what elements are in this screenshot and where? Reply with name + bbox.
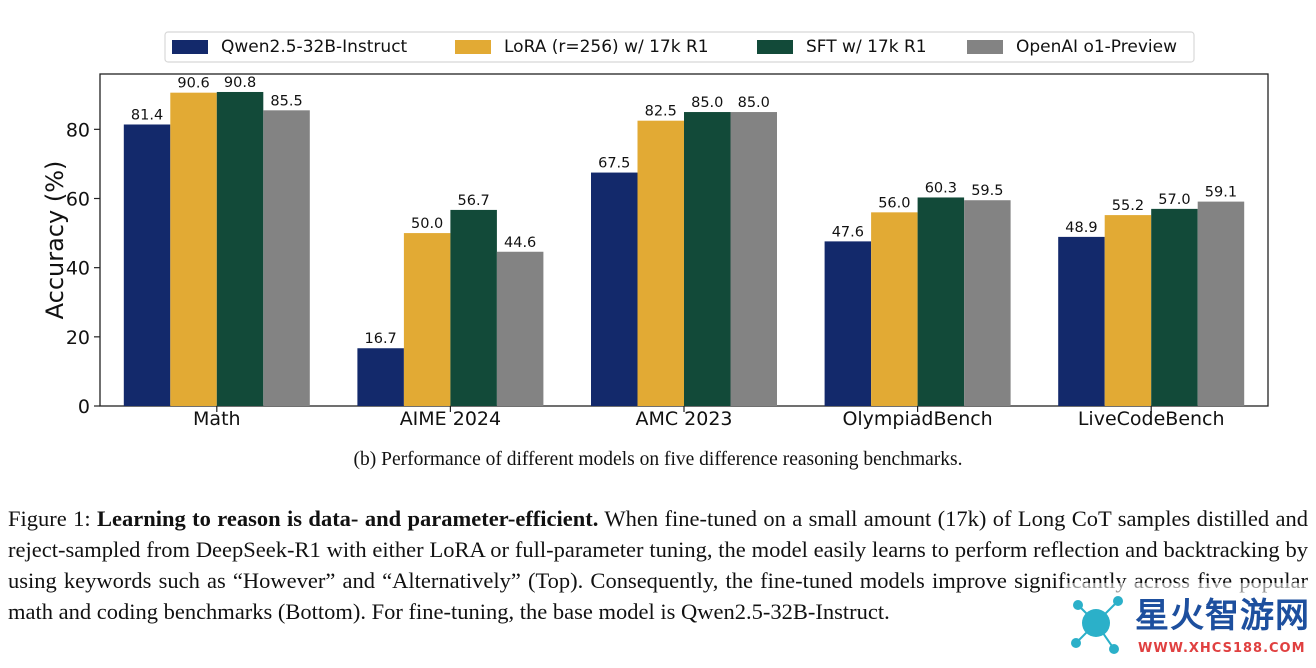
- bar: [123, 124, 171, 406]
- bar: [1104, 215, 1152, 406]
- legend-swatch: [172, 40, 208, 54]
- bar: [1151, 208, 1198, 406]
- x-tick-label: OlympiadBench: [842, 408, 992, 430]
- legend-swatch: [967, 40, 1003, 54]
- data-label: 85.0: [738, 95, 770, 111]
- figure-label: Figure 1:: [8, 506, 91, 531]
- watermark-url: WWW.XHCS188.COM: [1138, 641, 1306, 656]
- bar: [637, 120, 684, 406]
- legend-swatch: [757, 40, 793, 54]
- data-label: 16.7: [365, 331, 397, 347]
- x-tick-label: LiveCodeBench: [1078, 408, 1225, 430]
- figure-caption-bold: Learning to reason is data- and paramete…: [97, 506, 599, 531]
- bar-chart: Qwen2.5-32B-Instruct LoRA (r=256) w/ 17k …: [41, 31, 1269, 430]
- data-label: 81.4: [131, 107, 163, 123]
- legend-swatch: [455, 40, 491, 54]
- bar: [216, 91, 264, 406]
- bar: [496, 251, 544, 406]
- bar: [871, 212, 918, 406]
- legend-label: OpenAI o1-Preview: [1016, 37, 1177, 57]
- y-tick-label: 80: [66, 119, 90, 141]
- data-label: 47.6: [832, 224, 864, 240]
- watermark-logo-icon: [1071, 596, 1123, 654]
- y-tick-label: 40: [66, 258, 90, 280]
- bar: [917, 197, 965, 406]
- bar: [964, 200, 1011, 406]
- bar: [450, 209, 497, 406]
- data-labels-group: 81.4 90.6 90.8 85.5 16.7 50.0 56.7 44.6 67.5 82.5…: [131, 75, 1237, 347]
- x-tick-label: AIME 2024: [400, 408, 501, 430]
- bar: [1197, 201, 1245, 406]
- data-label: 55.2: [1112, 198, 1144, 214]
- data-label: 44.6: [504, 235, 536, 251]
- bar: [263, 110, 310, 406]
- data-label: 56.0: [878, 195, 910, 211]
- bar: [1058, 236, 1105, 406]
- bar: [824, 241, 872, 406]
- data-label: 56.7: [458, 193, 490, 209]
- data-label: 59.5: [971, 183, 1003, 199]
- data-label: 85.0: [691, 95, 723, 111]
- x-tick-label: Math: [193, 408, 241, 430]
- data-label: 90.6: [177, 76, 209, 92]
- data-label: 85.5: [270, 93, 302, 109]
- watermark-text: 星火智游网: [1135, 596, 1310, 636]
- data-label: 59.1: [1205, 185, 1237, 201]
- axes: 0 20 40 60 80 Math AIME 2024 AMC 2023 OlympiadBe…: [66, 73, 1269, 430]
- legend-label: LoRA (r=256) w/ 17k R1: [504, 37, 709, 57]
- legend: Qwen2.5-32B-Instruct LoRA (r=256) w/ 17k …: [164, 31, 1195, 63]
- bar: [403, 233, 451, 406]
- y-axis-label: Accuracy (%): [41, 161, 69, 320]
- bar: [684, 112, 731, 407]
- bar: [170, 92, 217, 407]
- bars-group: [123, 91, 1245, 407]
- watermark: [1066, 583, 1311, 663]
- legend-label: SFT w/ 17k R1: [806, 37, 927, 57]
- data-label: 57.0: [1158, 192, 1190, 208]
- legend-box: [164, 31, 1195, 63]
- data-label: 67.5: [598, 156, 630, 172]
- bar: [730, 112, 777, 407]
- data-label: 48.9: [1065, 220, 1097, 236]
- y-tick-label: 20: [66, 327, 90, 349]
- bar: [357, 348, 404, 406]
- x-tick-label: AMC 2023: [635, 408, 732, 430]
- data-label: 90.8: [224, 75, 256, 91]
- bar: [591, 172, 638, 406]
- data-label: 60.3: [925, 180, 957, 196]
- subcaption: (b) Performance of different models on f…: [353, 449, 963, 470]
- data-label: 50.0: [411, 216, 443, 232]
- legend-label: Qwen2.5-32B-Instruct: [221, 37, 408, 57]
- y-tick-label: 60: [66, 189, 90, 211]
- y-tick-label: 0: [78, 396, 90, 418]
- data-label: 82.5: [645, 104, 677, 120]
